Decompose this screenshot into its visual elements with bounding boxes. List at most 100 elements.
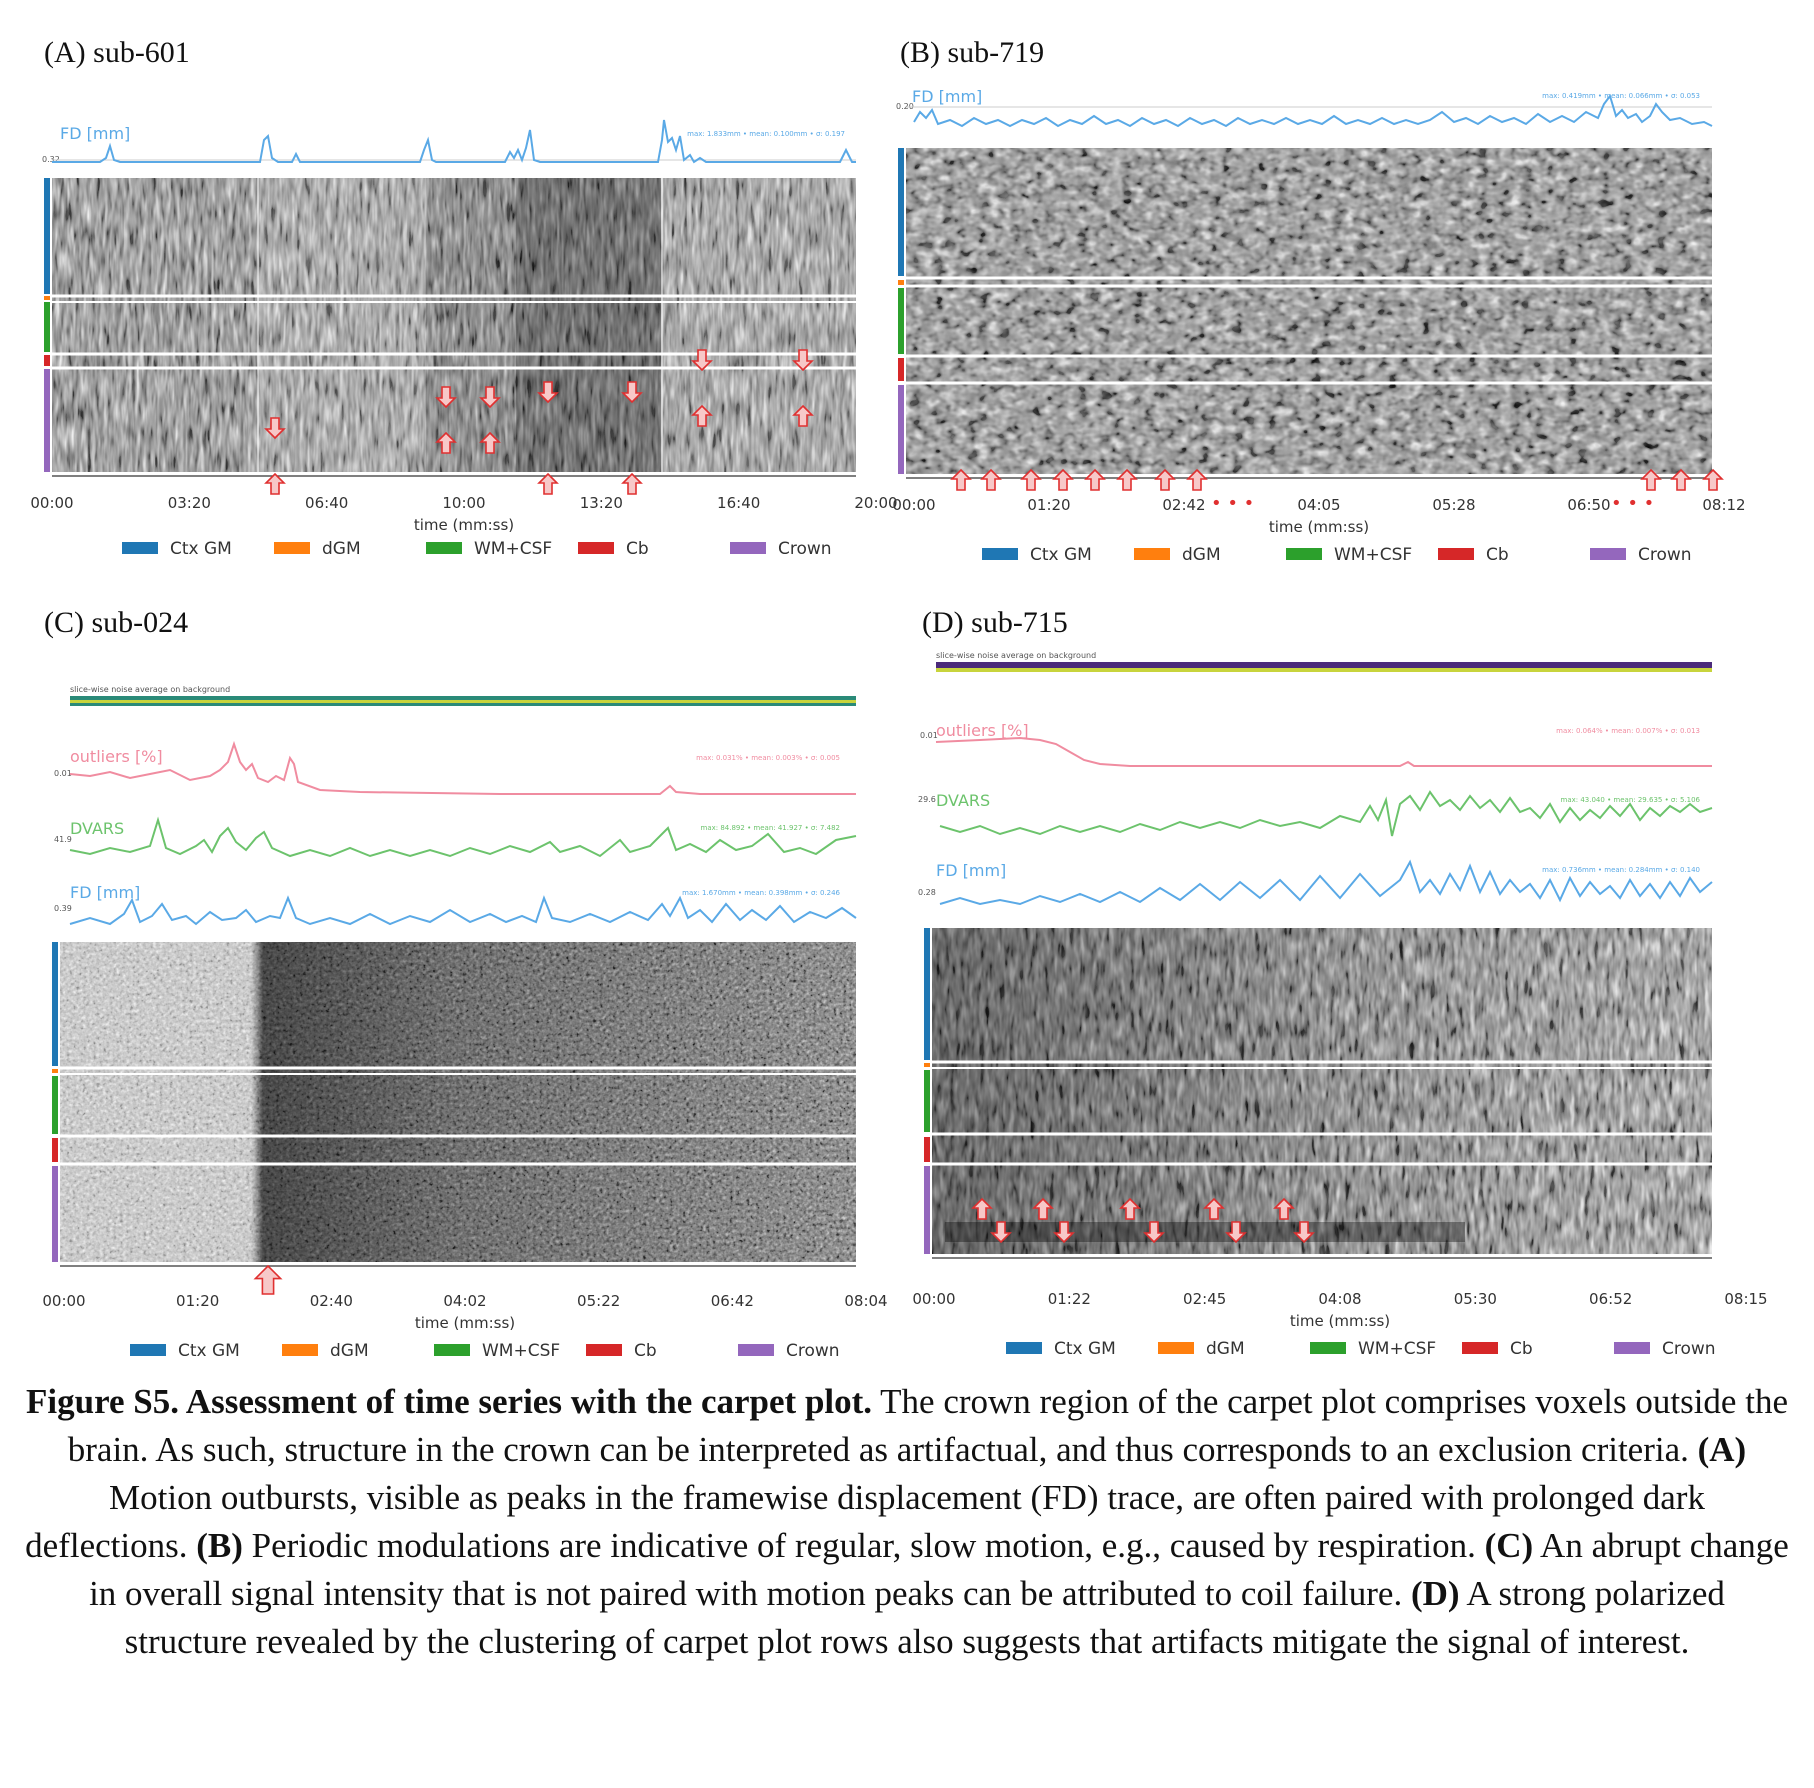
arrow-up-icon: [792, 404, 814, 427]
panel-c-region-cb: [52, 1138, 58, 1162]
panel-b-region-ctx-gm: [898, 148, 904, 276]
legend-label: WM+CSF: [482, 1341, 560, 1361]
panel-b-tick-label: 08:12: [1702, 496, 1745, 514]
legend-swatch: [274, 542, 310, 554]
panel-d-tick-label: 04:08: [1318, 1290, 1361, 1308]
legend-swatch: [282, 1344, 318, 1356]
panel-c-fd-tick: 0.39: [54, 904, 72, 913]
panel-a-region-crown: [44, 369, 50, 472]
panel-d-tick-label: 05:30: [1454, 1290, 1497, 1308]
arrow-up-icon: [1020, 468, 1042, 491]
arrow-down-icon: [1293, 1221, 1315, 1244]
panel-d-dvars-trace: [939, 790, 1713, 837]
arrow-up-icon: [1702, 468, 1724, 491]
arrow-down-icon: [264, 417, 286, 440]
panel-d-tick-label: 01:22: [1048, 1290, 1091, 1308]
panel-b-axis-label: time (mm:ss): [1269, 518, 1369, 536]
panel-c-tick-label: 08:04: [844, 1292, 887, 1310]
panel-c-fd-label: FD [mm]: [70, 883, 140, 902]
panel-d-region-dgm: [924, 1063, 930, 1067]
panel-c-region-wm-csf: [52, 1076, 58, 1134]
panel-c-title: (C) sub-024: [44, 606, 189, 639]
caption-c-text: An abrupt change in overall signal inten…: [89, 1526, 1789, 1613]
panel-c-region-crown: [52, 1166, 58, 1262]
legend-swatch: [1438, 548, 1474, 560]
panel-b-region-wm-csf: [898, 288, 904, 354]
panel-b-tick-label: 00:00: [892, 496, 935, 514]
panel-d-fd-tick: 0.28: [918, 888, 936, 897]
legend-label: Crown: [778, 539, 832, 559]
caption-intro: The crown region of the carpet plot comp…: [67, 1382, 1788, 1469]
legend-label: Ctx GM: [178, 1341, 240, 1361]
panel-c-outliers-tick: 0.01: [54, 769, 72, 778]
arrow-up-icon: [971, 1197, 993, 1220]
arrow-up-icon: [1116, 468, 1138, 491]
caption-c-tag: (C): [1484, 1526, 1534, 1565]
panel-a: FD [mm] max: 1.833mm • mean: 0.100mm • σ…: [42, 119, 856, 477]
arrow-up-icon: [1670, 468, 1692, 491]
legend-label: dGM: [1182, 545, 1221, 565]
panel-b-tick-label: 06:50: [1567, 496, 1610, 514]
panel-d-dvars-label: DVARS: [936, 791, 990, 810]
tick-labels: 00:00 03:20 06:40 10:00 13:20 16:40 20:00 time …: [30, 494, 1767, 1332]
panel-c-axis-label: time (mm:ss): [415, 1314, 515, 1332]
panel-a-fd-stats: max: 1.833mm • mean: 0.100mm • σ: 0.197: [687, 130, 845, 138]
panel-c-noise-label: slice-wise noise average on background: [70, 685, 230, 694]
arrow-down-icon: [621, 381, 643, 404]
legend-swatch: [1310, 1342, 1346, 1354]
arrow-up-icon: [1186, 468, 1208, 491]
legend-label: Cb: [634, 1341, 657, 1361]
legend-label: Cb: [1510, 1339, 1533, 1359]
caption-b-tag: (B): [196, 1526, 243, 1565]
panel-d-outliers-stats: max: 0.064% • mean: 0.007% • σ: 0.013: [1556, 727, 1700, 735]
panel-a-title: (A) sub-601: [44, 36, 190, 69]
legend-label: Ctx GM: [1054, 1339, 1116, 1359]
panel-d-tick-label: 02:45: [1183, 1290, 1226, 1308]
arrow-up-icon: [1032, 1197, 1054, 1220]
arrow-down-icon: [537, 381, 559, 404]
panel-a-axis-label: time (mm:ss): [414, 516, 514, 534]
panel-c-fd-trace: [69, 895, 857, 926]
arrow-up-icon: [1640, 468, 1662, 491]
legend-swatch: [586, 1344, 622, 1356]
panel-c-dvars-stats: max: 84.892 • mean: 41.927 • σ: 7.482: [701, 824, 840, 832]
panel-b-tick-label: 02:42: [1162, 496, 1205, 514]
legend-swatch: [730, 542, 766, 554]
panel-c-region-dgm: [52, 1069, 58, 1073]
legend-label: Cb: [1486, 545, 1509, 565]
legend-swatch: [1614, 1342, 1650, 1354]
arrow-up-icon: [1154, 468, 1176, 491]
arrow-up-icon: [621, 472, 643, 495]
arrow-up-icon: [980, 468, 1002, 491]
panel-d-fd-trace: [939, 859, 1713, 906]
caption-a-text: Motion outbursts, visible as peaks in th…: [25, 1478, 1705, 1565]
caption-d-tag: (D): [1410, 1574, 1460, 1613]
panel-a-tick-label: 06:40: [305, 494, 348, 512]
panel-a-region-ctx-gm: [44, 178, 50, 294]
panel-a-fd-tick: 0.32: [42, 155, 60, 164]
legend-label: Crown: [1662, 1339, 1716, 1359]
panel-b-fd-stats: max: 0.419mm • mean: 0.066mm • σ: 0.053: [1542, 92, 1700, 100]
panel-d-fd-stats: max: 0.736mm • mean: 0.284mm • σ: 0.140: [1542, 866, 1700, 874]
panel-b-region-cb: [898, 358, 904, 381]
panel-d-region-wm-csf: [924, 1070, 930, 1132]
arrow-up-icon: [1273, 1197, 1295, 1220]
panel-c-dvars-tick: 41.9: [54, 835, 72, 844]
panel-d-dvars-tick: 29.6: [918, 795, 936, 804]
legends: Ctx GM dGM WM+CSF Cb Crown Ctx GM dGM WM+CSF Cb C…: [122, 539, 1716, 1361]
panel-b-ellipsis-1: • • •: [1211, 493, 1254, 514]
figure-caption: Figure S5. Assessment of time series wit…: [24, 1378, 1790, 1666]
arrow-down-icon: [990, 1221, 1012, 1244]
panel-b: FD [mm] max: 0.419mm • mean: 0.066mm • σ…: [896, 87, 1713, 514]
panel-b-title: (B) sub-719: [900, 36, 1045, 69]
figure-canvas: FD [mm] max: 1.833mm • mean: 0.100mm • σ…: [30, 87, 1767, 1361]
panel-c-tick-label: 06:42: [711, 1292, 754, 1310]
caption-b-text: Periodic modulations are indicative of r…: [242, 1526, 1485, 1565]
panel-b-fd-trace: [913, 93, 1713, 128]
annotation-arrows: [253, 349, 1724, 1295]
panel-a-tick-label: 10:00: [442, 494, 485, 512]
arrow-down-icon: [479, 386, 501, 409]
panel-a-region-wm-csf: [44, 302, 50, 352]
legend-swatch: [1462, 1342, 1498, 1354]
panel-c-region-ctx-gm: [52, 942, 58, 1066]
